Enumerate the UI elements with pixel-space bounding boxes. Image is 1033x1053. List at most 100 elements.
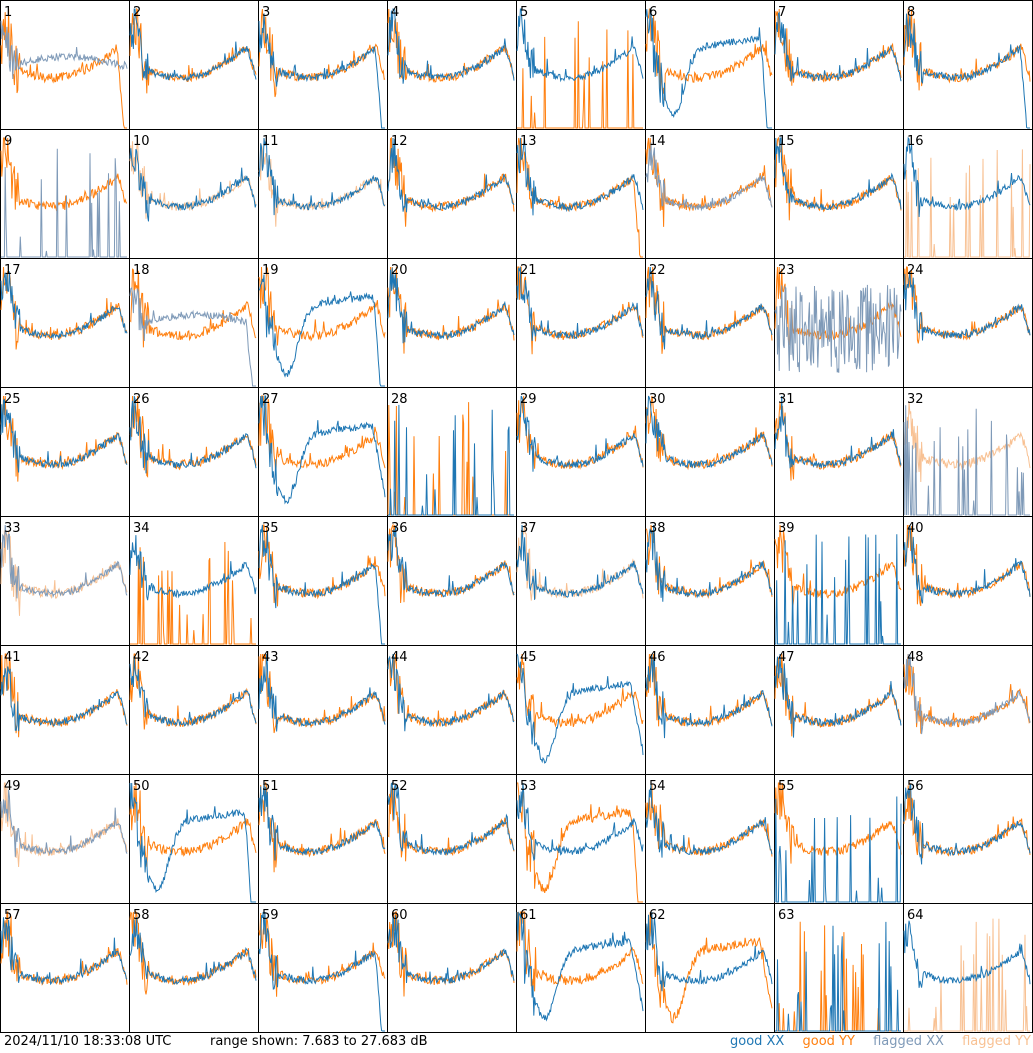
panel-13: 13 [516, 129, 646, 259]
panel-label: 47 [778, 650, 795, 665]
panel-label: 56 [907, 779, 924, 794]
panel-label: 12 [391, 134, 408, 149]
panel-label: 46 [649, 650, 666, 665]
panel-frame [645, 387, 775, 517]
timestamp: 2024/11/10 18:33:08 UTC [4, 1034, 172, 1049]
panel-frame [0, 516, 130, 646]
panel-frame [387, 903, 517, 1033]
series-good-xx [129, 8, 257, 82]
series-flagged-yy [904, 918, 1030, 1032]
series-good-yy [0, 8, 127, 129]
panel-frame [516, 129, 646, 259]
panel-41: 41 [0, 645, 130, 775]
series-good-xx [129, 148, 257, 222]
panel-frame [387, 774, 517, 904]
legend-good-xx: good XX [729, 1034, 785, 1049]
panel-43: 43 [258, 645, 388, 775]
series-good-yy [129, 782, 257, 867]
range-label: range shown: 7.683 to 27.683 dB [210, 1034, 428, 1049]
panel-label: 36 [391, 521, 408, 536]
panel-label: 63 [778, 908, 795, 923]
series-good-xx [0, 666, 128, 732]
panel-18: 18 [129, 258, 259, 388]
series-good-xx [0, 917, 128, 986]
series-good-xx [774, 11, 902, 83]
series-good-yy [258, 911, 386, 997]
panel-label: 3 [262, 5, 270, 20]
panel-frame [0, 645, 130, 775]
panel-frame [258, 0, 388, 130]
panel-55: 55 [774, 774, 904, 904]
legend-good-yy: good YY [802, 1034, 855, 1049]
series-good-xx [645, 653, 773, 739]
series-good-xx [774, 653, 902, 738]
panel-32: 32 [903, 387, 1033, 517]
panel-label: 32 [907, 392, 924, 407]
series-good-yy [130, 541, 256, 645]
series-good-xx [387, 781, 515, 856]
panel-57: 57 [0, 903, 130, 1033]
series-good-xx [516, 782, 644, 862]
panel-label: 50 [133, 779, 150, 794]
panel-16: 16 [903, 129, 1033, 259]
panel-2: 2 [129, 0, 259, 130]
series-good-yy [774, 136, 902, 221]
panel-label: 18 [133, 263, 150, 278]
panel-frame [903, 645, 1033, 775]
panel-label: 30 [649, 392, 666, 407]
panel-frame [645, 903, 775, 1033]
panel-label: 39 [778, 521, 795, 536]
panel-frame [516, 0, 646, 130]
panel-label: 54 [649, 779, 666, 794]
panel-label: 19 [262, 263, 279, 278]
panel-label: 14 [649, 134, 666, 149]
panel-frame [645, 0, 775, 130]
series-good-xx [387, 267, 515, 344]
legend: good XX good YY flagged XX flagged YY [716, 1034, 1031, 1049]
series-good-xx [258, 653, 386, 732]
panel-29: 29 [516, 387, 646, 517]
series-good-xx [387, 525, 515, 598]
series-flagged-yy [258, 144, 386, 227]
series-good-yy [517, 21, 643, 129]
panel-5: 5 [516, 0, 646, 130]
panel-60: 60 [387, 903, 517, 1033]
panel-label: 62 [649, 908, 666, 923]
series-good-xx [516, 911, 644, 1022]
panel-frame [258, 903, 388, 1033]
series-good-xx [774, 796, 902, 903]
panel-40: 40 [903, 516, 1033, 646]
panel-label: 26 [133, 392, 150, 407]
panel-frame [774, 645, 904, 775]
panel-8: 8 [903, 0, 1033, 130]
panel-54: 54 [645, 774, 775, 904]
series-good-xx [903, 920, 1031, 988]
series-good-xx [774, 137, 902, 211]
series-flagged-xx [0, 524, 128, 599]
panel-58: 58 [129, 903, 259, 1033]
panel-22: 22 [645, 258, 775, 388]
series-good-xx [387, 653, 515, 732]
panel-31: 31 [774, 387, 904, 517]
series-good-xx [516, 395, 644, 472]
panel-frame [645, 516, 775, 646]
series-good-xx [516, 137, 644, 216]
panel-label: 23 [778, 263, 795, 278]
series-good-yy [387, 523, 515, 604]
series-flagged-xx [774, 284, 902, 373]
panel-33: 33 [0, 516, 130, 646]
series-good-yy [258, 653, 386, 734]
series-flagged-xx [129, 286, 256, 387]
series-flagged-xx [0, 789, 128, 857]
panel-frame [258, 129, 388, 259]
series-good-xx [516, 524, 644, 600]
panel-label: 61 [520, 908, 537, 923]
series-good-xx [129, 655, 257, 727]
series-good-xx [0, 398, 128, 473]
panel-label: 22 [649, 263, 666, 278]
panel-label: 24 [907, 263, 924, 278]
series-good-xx [129, 535, 257, 601]
panel-frame [0, 903, 130, 1033]
panel-51: 51 [258, 774, 388, 904]
panel-34: 34 [129, 516, 259, 646]
